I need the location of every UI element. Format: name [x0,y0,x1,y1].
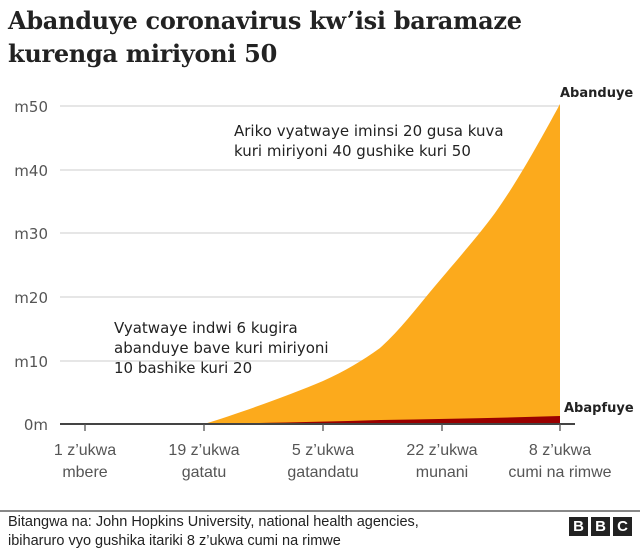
x-tick-4-line1: 8 z’ukwa [528,442,592,459]
x-tick-label-1: 19 z’ukwa gatatu [144,440,264,484]
deaths-area [204,416,560,424]
x-tick-3-line2: munani [415,464,469,481]
x-tick-label-0: 1 z’ukwa mbere [25,440,145,484]
bbc-logo-c: C [613,517,632,536]
series-label-cases: Abanduye [560,86,634,101]
x-tick-4-line2: cumi na rimwe [508,464,612,481]
y-tick-50: m50 [14,98,48,116]
annotation-middle: Vyatwaye indwi 6 kugira abanduye bave ku… [114,318,329,378]
x-tick-2-line2: gatandatu [287,464,359,481]
annotation-top-line1: Ariko vyatwaye iminsi 20 gusa kuva [234,122,504,140]
source-note: Bitangwa na: John Hopkins University, na… [8,513,419,551]
x-tick-1-line1: 19 z’ukwa [168,442,240,459]
y-tick-30: m30 [14,225,48,243]
annotation-middle-line2: abanduye bave kuri miriyoni [114,339,329,357]
x-tick-2-line1: 5 z’ukwa [291,442,355,459]
x-tick-0-line1: 1 z’ukwa [53,442,117,459]
y-axis-labels: m50 m40 m30 m20 m10 0m [14,98,48,434]
x-tick-label-2: 5 z’ukwa gatandatu [263,440,383,484]
x-tick-0-line2: mbere [62,464,108,481]
annotation-top-line2: kuri miriyoni 40 gushike kuri 50 [234,142,471,160]
annotation-top: Ariko vyatwaye iminsi 20 gusa kuva kuri … [234,121,504,161]
bbc-logo-b2: B [591,517,610,536]
y-tick-10: m10 [14,353,48,371]
y-tick-20: m20 [14,289,48,307]
x-tick-3-line1: 22 z’ukwa [406,442,478,459]
x-tick-label-3: 22 z’ukwa munani [382,440,502,484]
area-chart: m50 m40 m30 m20 m10 0m [14,98,575,434]
x-tick-label-4: 8 z’ukwa cumi na rimwe [500,440,620,484]
annotation-middle-line1: Vyatwaye indwi 6 kugira [114,319,298,337]
bbc-logo: B B C [569,517,632,536]
y-tick-0: 0m [24,416,48,434]
chart-title-line2: kurenga miriyoni 50 [8,39,277,68]
chart-title: Abanduye coronavirus kw’isi baramaze kur… [8,4,522,70]
x-tick-1-line2: gatatu [181,464,227,481]
chart-title-line1: Abanduye coronavirus kw’isi baramaze [8,6,522,35]
source-line2: ibiharuro vyo gushika itariki 8 z’ukwa c… [8,533,341,549]
cases-area [204,104,560,424]
y-tick-40: m40 [14,162,48,180]
series-label-deaths: Abapfuye [564,401,634,416]
footer-divider [0,510,640,512]
x-axis-ticks [84,424,561,431]
source-line1: Bitangwa na: John Hopkins University, na… [8,514,419,530]
bbc-logo-b1: B [569,517,588,536]
annotation-middle-line3: 10 bashike kuri 20 [114,359,253,377]
